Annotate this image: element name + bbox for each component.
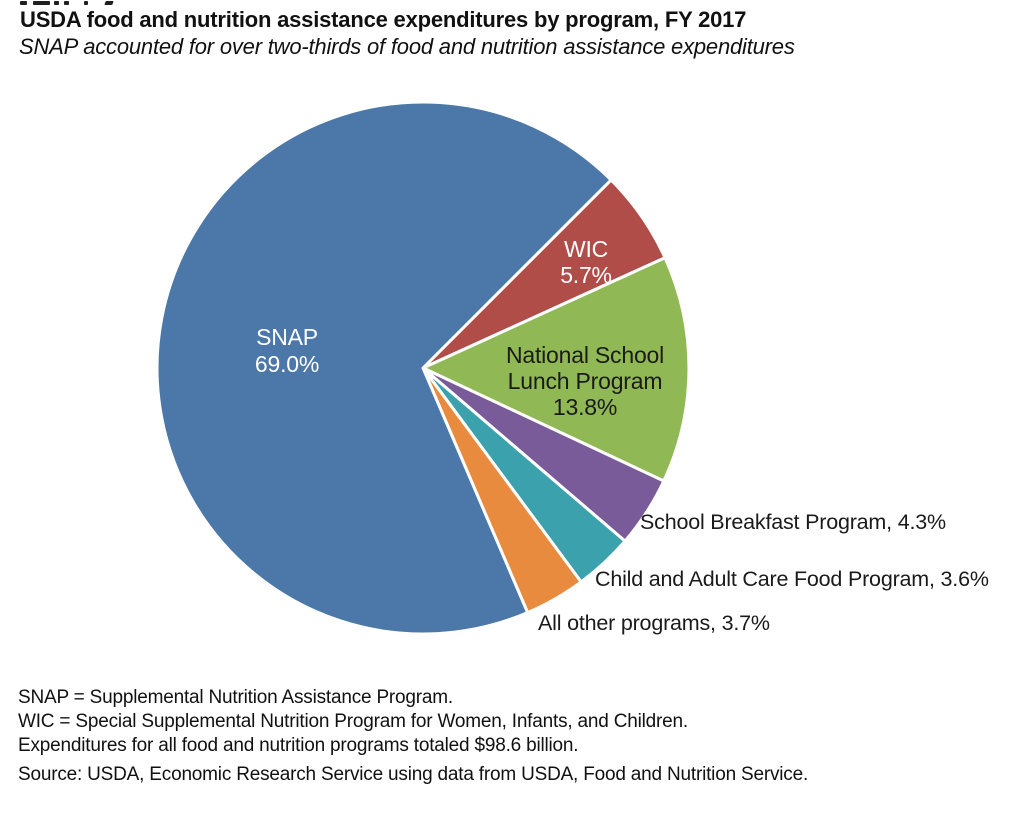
slice-percent: 13.8% — [552, 394, 618, 420]
pie-slice-national-school-lunch-program — [421, 256, 691, 483]
slice-name-line1: National School — [505, 342, 665, 368]
cropped-line-artifact — [0, 0, 130, 6]
slice-name: WIC — [563, 236, 609, 262]
source-note: Source: USDA, Economic Research Service … — [18, 764, 809, 785]
slice-label-school-breakfast: School Breakfast Program, 4.3% — [640, 510, 946, 534]
slice-percent: 5.7% — [560, 262, 612, 288]
slice-label-national-school-lunch: National School Lunch Program 13.8% — [506, 342, 664, 420]
slice-label-all-other-programs: All other programs, 3.7% — [538, 611, 770, 635]
footnote-snap: SNAP = Supplemental Nutrition Assistance… — [18, 687, 453, 708]
footnotes: SNAP = Supplemental Nutrition Assistance… — [18, 686, 808, 787]
chart-subtitle: SNAP accounted for over two-thirds of fo… — [19, 34, 795, 59]
slice-name: SNAP — [256, 324, 318, 350]
footnote-total: Expenditures for all food and nutrition … — [18, 735, 579, 756]
pie-slice-snap — [155, 100, 613, 636]
chart-title: USDA food and nutrition assistance expen… — [20, 7, 747, 32]
slice-label-wic: WIC 5.7% — [560, 236, 612, 288]
slice-percent: 69.0% — [254, 351, 320, 377]
slice-name-line2: Lunch Program — [507, 368, 663, 394]
slice-label-snap: SNAP 69.0% — [255, 324, 319, 378]
footnote-wic: WIC = Special Supplemental Nutrition Pro… — [18, 711, 688, 732]
slice-label-child-adult-care: Child and Adult Care Food Program, 3.6% — [595, 567, 989, 591]
